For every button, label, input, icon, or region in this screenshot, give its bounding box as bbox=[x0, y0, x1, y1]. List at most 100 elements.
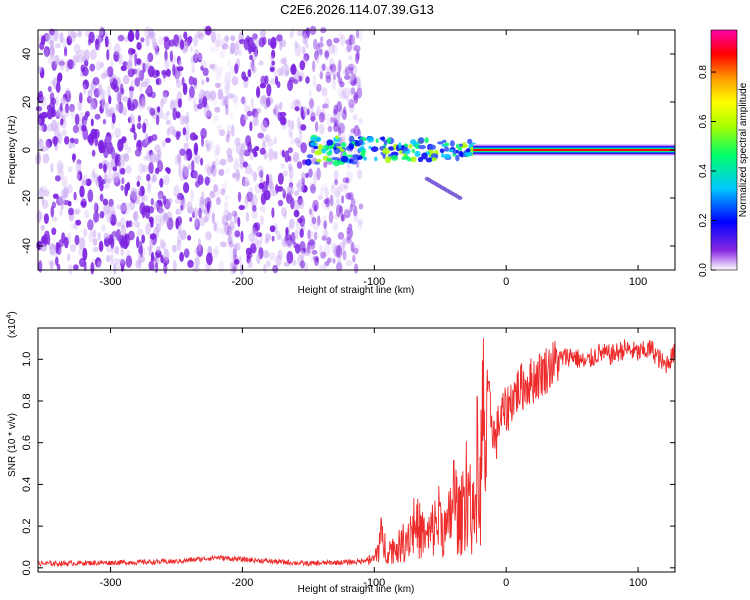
noise-blob bbox=[335, 115, 339, 127]
noise-blob bbox=[296, 161, 303, 169]
noise-blob bbox=[83, 228, 88, 238]
noise-blob bbox=[327, 125, 333, 133]
scatter-blob bbox=[332, 159, 340, 167]
noise-blob bbox=[323, 161, 328, 168]
noise-blob bbox=[183, 248, 190, 259]
noise-blob bbox=[182, 127, 187, 136]
noise-blob bbox=[85, 110, 90, 118]
noise-blob bbox=[307, 248, 312, 255]
noise-blob bbox=[56, 160, 64, 173]
noise-blob bbox=[184, 165, 189, 177]
noise-blob bbox=[325, 197, 330, 208]
noise-blob bbox=[275, 254, 282, 267]
noise-blob bbox=[39, 212, 44, 220]
noise-blob bbox=[353, 205, 358, 217]
noise-blob bbox=[232, 172, 236, 178]
noise-blob bbox=[229, 112, 234, 120]
noise-blob bbox=[87, 89, 93, 97]
noise-blob bbox=[342, 130, 346, 141]
noise-blob bbox=[55, 96, 59, 107]
carrier-band-layer bbox=[473, 149, 675, 151]
noise-blob bbox=[355, 52, 360, 64]
noise-blob bbox=[162, 241, 167, 252]
noise-blob bbox=[223, 222, 229, 230]
noise-blob bbox=[113, 43, 121, 56]
noise-blob bbox=[152, 37, 156, 50]
noise-blob bbox=[251, 210, 258, 219]
noise-blob bbox=[130, 78, 135, 92]
noise-blob bbox=[292, 99, 300, 106]
noise-blob bbox=[306, 108, 310, 116]
noise-blob bbox=[315, 256, 319, 263]
noise-blob bbox=[40, 111, 48, 119]
noise-blob bbox=[307, 229, 311, 240]
noise-blob bbox=[320, 186, 324, 199]
noise-blob bbox=[194, 248, 199, 255]
noise-blob bbox=[122, 96, 129, 102]
noise-blob bbox=[153, 42, 158, 51]
noise-blob bbox=[116, 228, 121, 242]
noise-blob bbox=[273, 136, 277, 145]
noise-blob bbox=[101, 96, 106, 110]
noise-blob bbox=[108, 204, 115, 216]
noise-blob bbox=[340, 90, 347, 100]
noise-blob bbox=[274, 75, 279, 86]
noise-blob bbox=[215, 220, 220, 226]
noise-blob bbox=[300, 106, 304, 119]
noise-blob bbox=[322, 227, 329, 240]
noise-blob bbox=[192, 53, 199, 64]
noise-blob bbox=[242, 161, 248, 168]
noise-blob bbox=[92, 246, 99, 253]
noise-blob bbox=[155, 114, 160, 126]
noise-blob bbox=[120, 83, 124, 94]
noise-blob bbox=[196, 103, 204, 110]
noise-blob bbox=[109, 214, 116, 226]
noise-blob bbox=[142, 62, 146, 73]
noise-blob bbox=[348, 103, 355, 113]
noise-blob bbox=[344, 95, 350, 102]
noise-blob bbox=[331, 44, 339, 56]
noise-blob bbox=[144, 26, 151, 39]
noise-blob bbox=[309, 98, 314, 110]
noise-blob bbox=[292, 152, 300, 163]
noise-blob bbox=[227, 225, 232, 238]
spec-y-tick-label: -20 bbox=[21, 190, 33, 206]
noise-blob bbox=[136, 58, 142, 65]
noise-blob bbox=[116, 171, 121, 181]
noise-blob bbox=[111, 231, 118, 237]
noise-blob bbox=[197, 238, 202, 252]
noise-blob bbox=[332, 222, 338, 232]
noise-blob bbox=[345, 177, 350, 184]
noise-blob bbox=[355, 158, 360, 168]
noise-blob bbox=[206, 142, 211, 152]
noise-blob bbox=[179, 251, 185, 262]
noise-blob bbox=[222, 210, 227, 216]
noise-blob bbox=[292, 78, 299, 85]
noise-blob bbox=[227, 123, 232, 131]
scatter-blob bbox=[326, 151, 332, 156]
noise-blob bbox=[280, 65, 284, 77]
noise-blob bbox=[149, 238, 154, 249]
noise-blob bbox=[234, 230, 241, 238]
noise-blob bbox=[60, 118, 64, 126]
noise-blob bbox=[233, 42, 239, 56]
noise-blob bbox=[129, 86, 135, 92]
noise-blob bbox=[141, 234, 146, 244]
noise-blob bbox=[252, 33, 258, 40]
noise-blob bbox=[226, 212, 233, 221]
noise-blob bbox=[342, 237, 347, 246]
noise-blob bbox=[297, 195, 303, 206]
noise-blob bbox=[342, 177, 349, 184]
noise-blob bbox=[169, 50, 173, 62]
noise-blob bbox=[297, 29, 304, 37]
noise-blob bbox=[343, 183, 349, 189]
noise-blob bbox=[291, 27, 295, 37]
noise-blob bbox=[67, 30, 73, 40]
noise-blob bbox=[255, 232, 263, 238]
noise-blob bbox=[135, 221, 141, 229]
noise-blob bbox=[223, 209, 231, 221]
noise-blob bbox=[248, 232, 255, 242]
noise-blob bbox=[223, 200, 229, 213]
noise-blob bbox=[138, 246, 146, 257]
noise-blob bbox=[342, 87, 350, 99]
